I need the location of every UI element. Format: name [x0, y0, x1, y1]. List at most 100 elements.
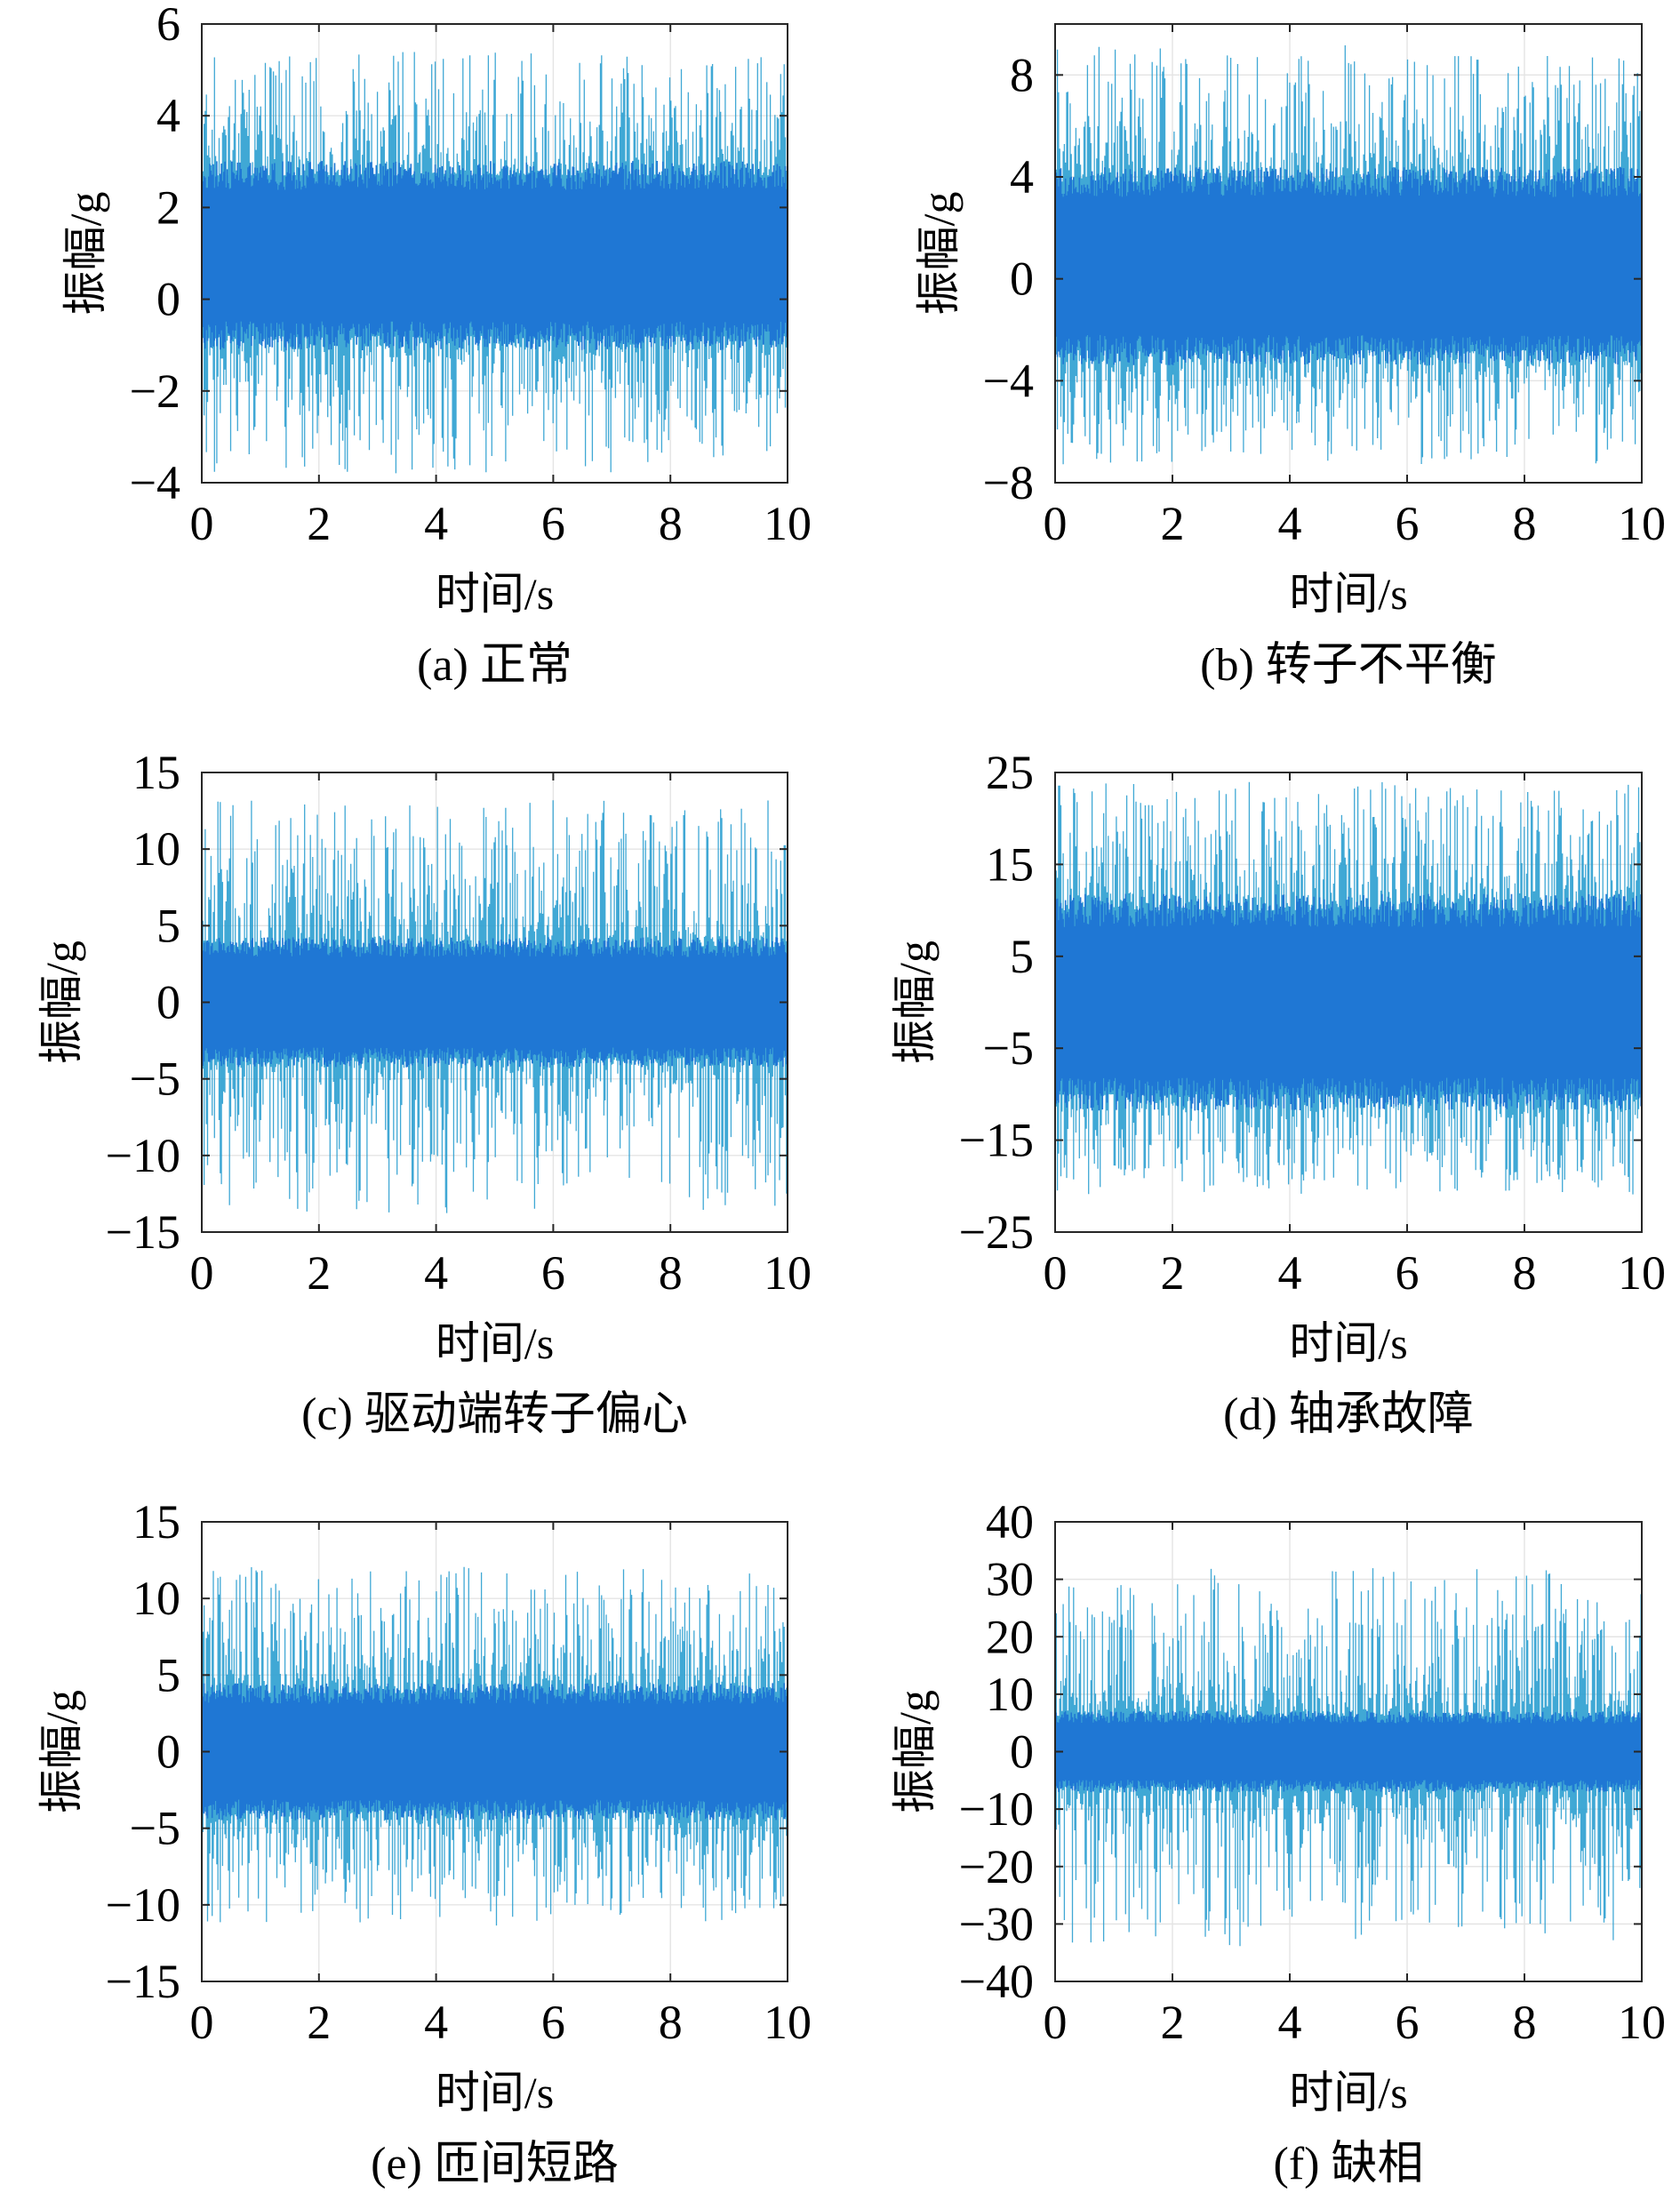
x-tick-label: 2	[307, 1246, 331, 1300]
y-tick-label: 2	[156, 180, 180, 234]
x-tick-label: 10	[764, 497, 812, 550]
y-tick-label: 5	[1010, 930, 1034, 983]
x-tick-label: 0	[1044, 1246, 1068, 1300]
y-tick-label: 15	[132, 746, 180, 799]
x-tick-label: 6	[1396, 497, 1420, 550]
axes-frame	[201, 23, 788, 484]
y-tick-label: −15	[106, 1205, 180, 1259]
x-tick-label: 2	[1161, 1246, 1185, 1300]
y-tick-label: 15	[986, 837, 1034, 891]
x-tick-label: 2	[307, 1996, 331, 2049]
y-axis-label: 振幅/g	[890, 1690, 940, 1813]
x-tick-label: 8	[659, 1246, 683, 1300]
y-tick-label: −15	[959, 1114, 1034, 1167]
y-tick-label: 4	[1010, 150, 1034, 204]
y-axis-label: 振幅/g	[36, 940, 86, 1064]
y-axis-label: 振幅/g	[890, 940, 940, 1064]
x-tick-label: 4	[1278, 1996, 1302, 2049]
x-tick-label: 6	[541, 1246, 565, 1300]
y-tick-label: 40	[986, 1495, 1034, 1549]
subplot-caption: (e) 匝间短路	[371, 2139, 619, 2189]
x-tick-label: 10	[1618, 497, 1666, 550]
x-tick-label: 0	[1044, 497, 1068, 550]
x-axis-label: 时间/s	[1289, 1318, 1407, 1368]
x-tick-label: 10	[764, 1996, 812, 2049]
subplot-caption: (c) 驱动端转子偏心	[301, 1389, 688, 1440]
y-tick-label: −20	[959, 1840, 1034, 1893]
x-tick-label: 4	[424, 1996, 448, 2049]
x-tick-label: 8	[659, 497, 683, 550]
x-tick-label: 0	[1044, 1996, 1068, 2049]
x-tick-label: 2	[1161, 497, 1185, 550]
subplot-caption: (f) 缺相	[1274, 2139, 1424, 2189]
x-tick-label: 6	[1396, 1996, 1420, 2049]
subplot-e: 0 2 4 6 8 10 −15 −10 −5 0 5 10 15 时间/s 振幅/g (e) 匝间短路	[36, 1495, 812, 2189]
y-tick-label: −10	[106, 1129, 180, 1182]
subplot-c: 0 2 4 6 8 10 −15 −10 −5 0 5 10 15 时间/s 振幅/g (c) 驱动端转子偏心	[36, 746, 812, 1440]
x-axis-label: 时间/s	[436, 1318, 554, 1368]
y-axis-label: 振幅/g	[36, 1690, 86, 1813]
signal-core	[201, 161, 788, 351]
x-tick-label: 2	[1161, 1996, 1185, 2049]
y-axis-label: 振幅/g	[914, 192, 964, 316]
y-tick-label: 4	[156, 89, 180, 142]
subplot-caption: (b) 转子不平衡	[1200, 640, 1497, 691]
x-axis-label: 时间/s	[436, 2068, 554, 2117]
x-tick-label: 6	[541, 497, 565, 550]
y-tick-label: −10	[959, 1782, 1034, 1836]
x-tick-label: 8	[1513, 1996, 1537, 2049]
x-tick-label: 6	[541, 1996, 565, 2049]
signal-core	[201, 937, 788, 1068]
signal-core	[201, 1683, 788, 1821]
x-axis-label: 时间/s	[1289, 2068, 1407, 2117]
axes-frame	[1054, 772, 1643, 1233]
y-tick-label: −10	[106, 1878, 180, 1932]
y-tick-label: 0	[156, 273, 180, 326]
subplot-b: 0 2 4 6 8 10 −8 −4 0 4 8 时间/s 振幅/g (b) 转子不平衡	[914, 23, 1666, 691]
y-tick-label: −5	[130, 1052, 180, 1106]
y-tick-label: −40	[959, 1955, 1034, 2008]
x-axis-label: 时间/s	[436, 569, 554, 619]
x-tick-label: 4	[424, 1246, 448, 1300]
subplot-f: 0 2 4 6 8 10−40−30−20−10010203040时间/s振幅/g(f) …	[890, 1495, 1666, 2189]
y-tick-label: 15	[132, 1495, 180, 1549]
x-axis-label: 时间/s	[1289, 569, 1407, 619]
y-tick-label: −30	[959, 1897, 1034, 1950]
signal-core	[1054, 1710, 1642, 1793]
y-tick-label: 6	[156, 0, 180, 51]
y-tick-label: 5	[156, 899, 180, 952]
x-tick-label: 8	[1513, 1246, 1537, 1300]
y-tick-label: 0	[156, 976, 180, 1029]
subplot-caption: (d) 轴承故障	[1223, 1389, 1474, 1440]
y-tick-label: 8	[1010, 48, 1034, 101]
x-tick-label: 4	[1278, 1246, 1302, 1300]
subplot-caption: (a) 正常	[417, 640, 572, 691]
signal-core	[1054, 893, 1642, 1111]
y-tick-label: 10	[986, 1668, 1034, 1721]
x-tick-label: 4	[1278, 497, 1302, 550]
y-tick-label: −4	[983, 354, 1034, 407]
y-tick-label: −25	[959, 1205, 1034, 1259]
x-tick-label: 2	[307, 497, 331, 550]
x-tick-label: 6	[1396, 1246, 1420, 1300]
x-tick-label: 0	[190, 1996, 214, 2049]
x-tick-label: 0	[190, 497, 214, 550]
y-axis-label: 振幅/g	[60, 192, 110, 316]
subplot-a: 0 2 4 6 8 10 −4 −2 0 2 4 6 时间/s 振幅/g (a) 正常	[60, 0, 812, 691]
y-tick-label: 20	[986, 1610, 1034, 1663]
y-tick-label: −5	[130, 1802, 180, 1855]
y-tick-label: −15	[106, 1955, 180, 2008]
x-tick-label: 8	[1513, 497, 1537, 550]
y-tick-label: −2	[130, 364, 180, 418]
x-tick-label: 10	[1618, 1246, 1666, 1300]
y-tick-label: 0	[156, 1725, 180, 1779]
y-tick-label: −8	[983, 456, 1034, 509]
y-tick-label: 30	[986, 1553, 1034, 1606]
y-tick-label: −4	[130, 456, 180, 509]
x-tick-label: 4	[424, 497, 448, 550]
subplot-d: 0 2 4 6 8 10 −25 −15 −5 5 15 25 时间/s 振幅/g (d) 轴承故障	[890, 746, 1666, 1440]
y-tick-label: 10	[132, 1572, 180, 1625]
y-tick-label: 25	[986, 746, 1034, 799]
y-tick-label: 10	[132, 822, 180, 876]
